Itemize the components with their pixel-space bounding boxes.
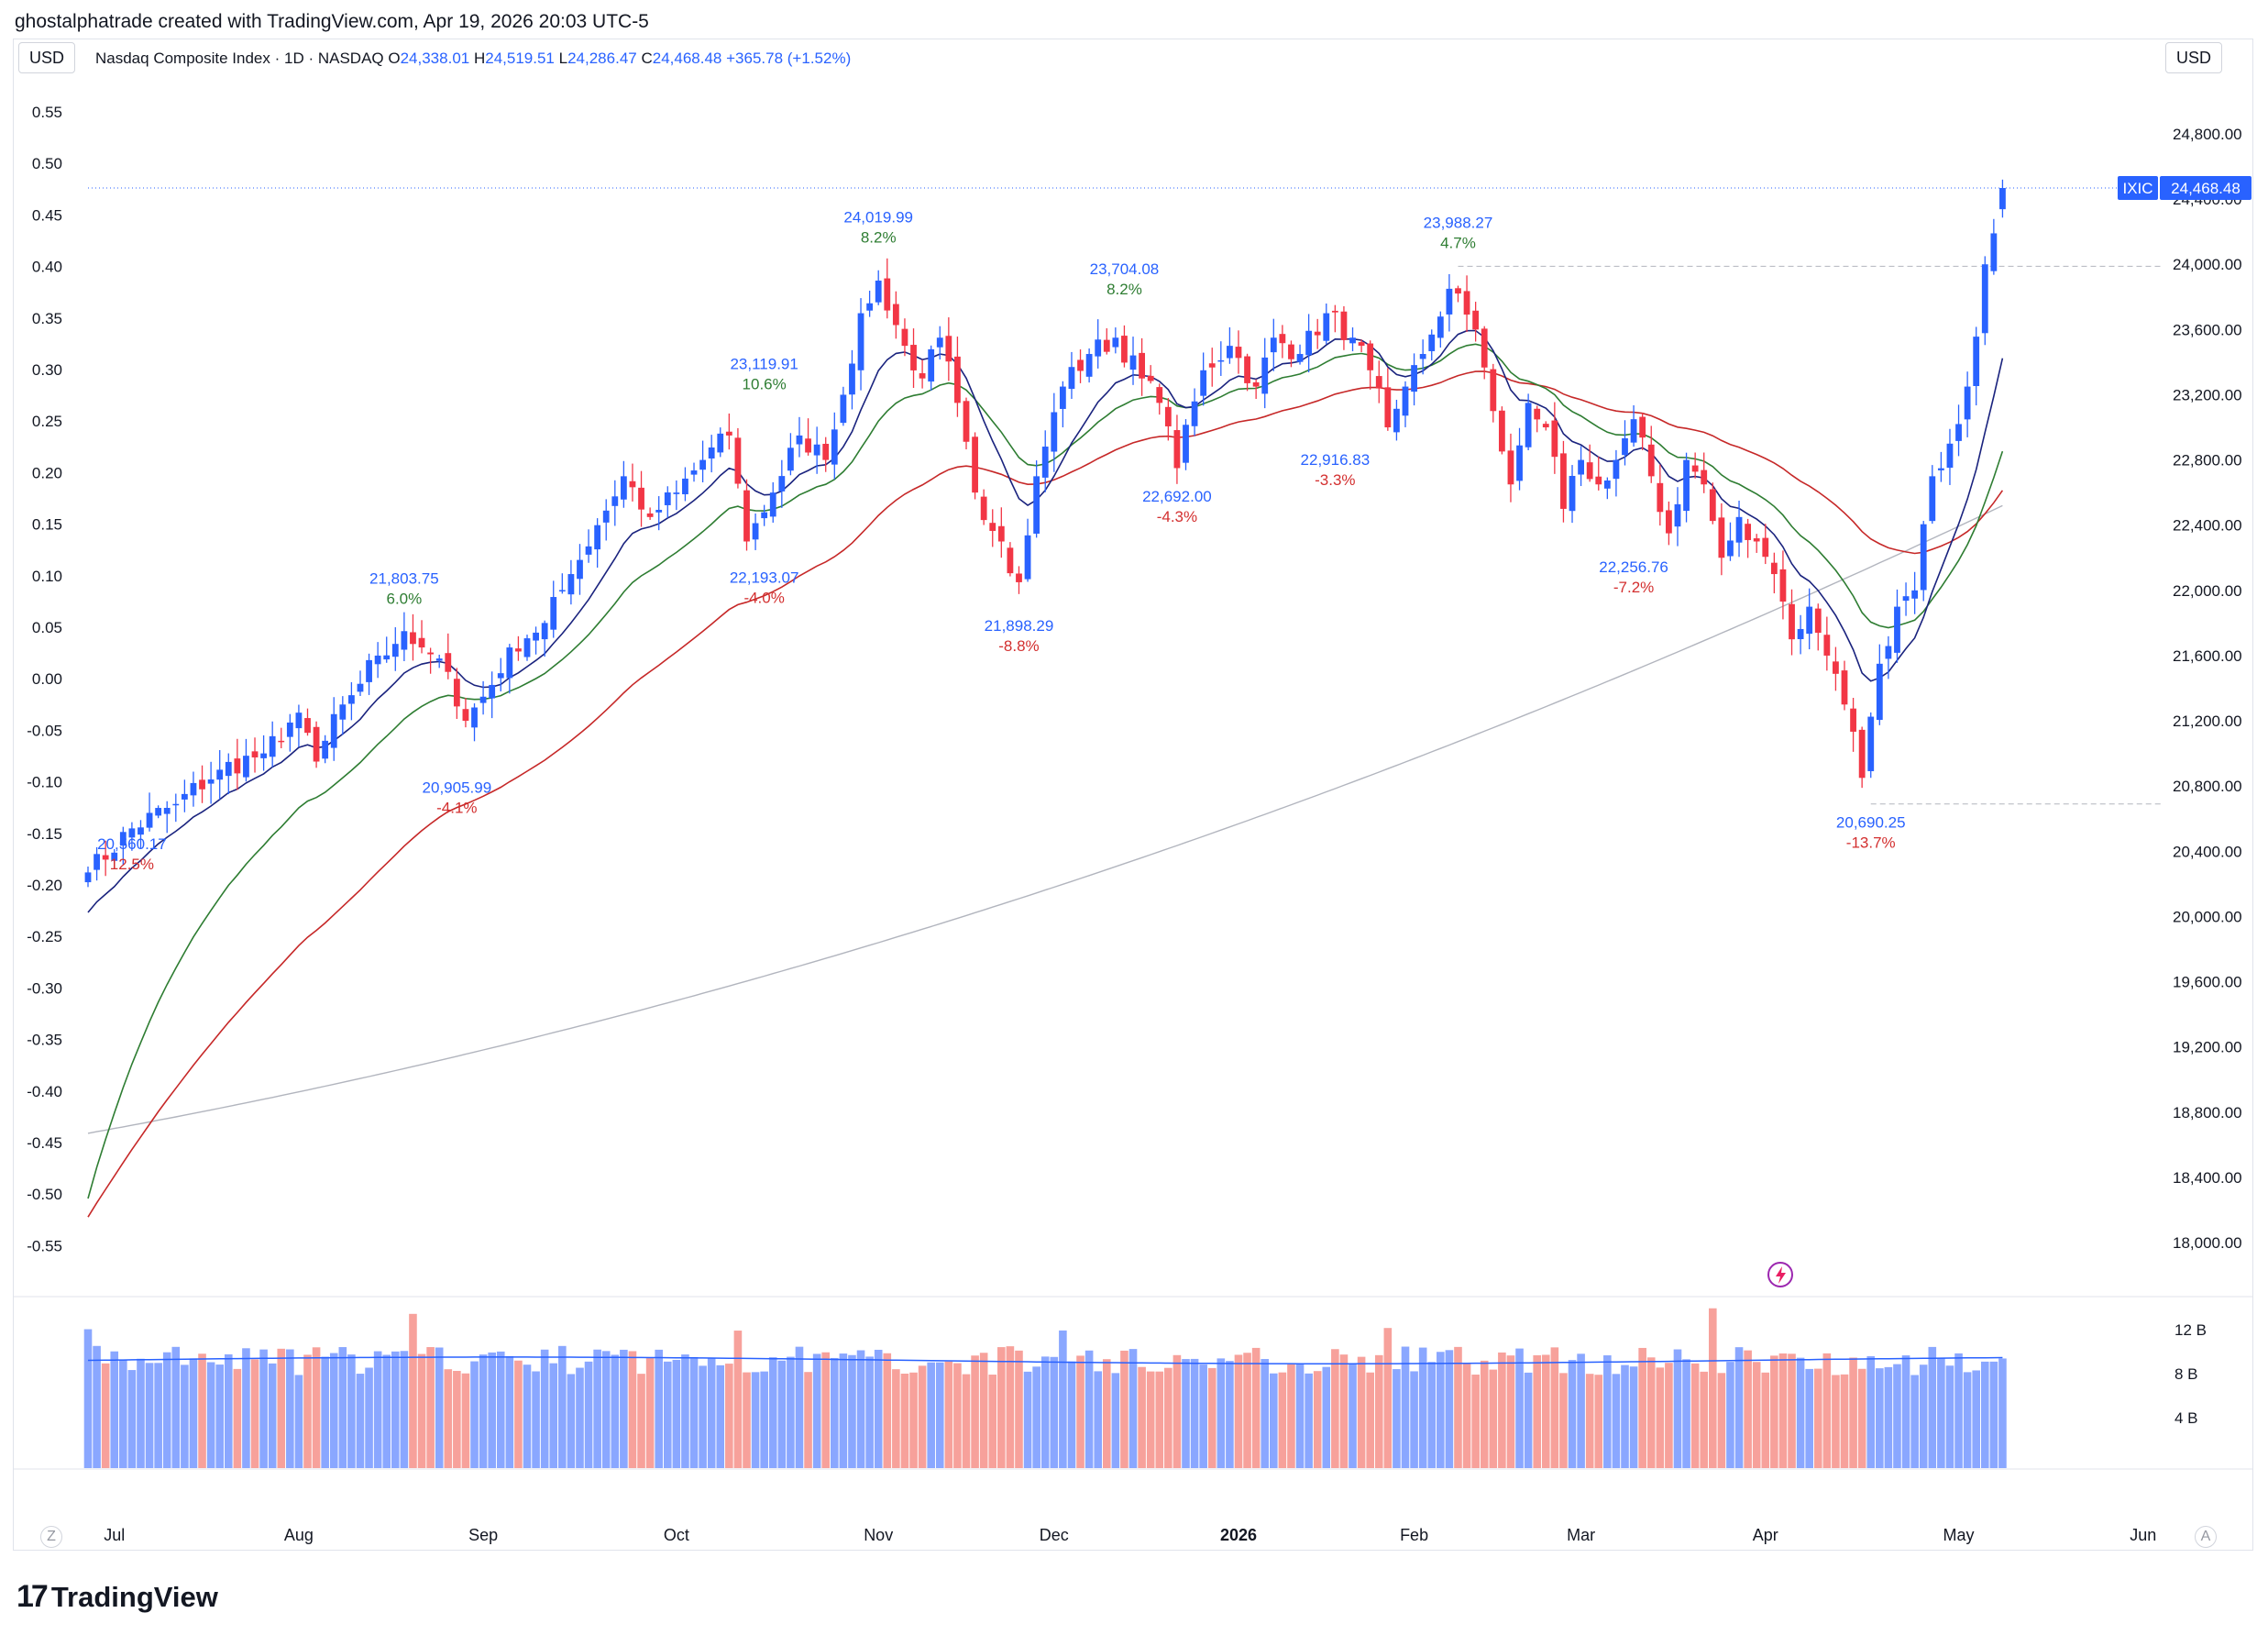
legend-close: 24,468.48 (652, 50, 722, 67)
legend-high-label: H (473, 50, 486, 67)
auto-scale-button[interactable]: A (2195, 1526, 2217, 1548)
legend-high: 24,519.51 (485, 50, 555, 67)
chart-watermark-header: ghostalphatrade created with TradingView… (15, 11, 649, 32)
legend-low-label: L (558, 50, 568, 67)
legend-low: 24,286.47 (567, 50, 637, 67)
legend-close-label: C (641, 50, 653, 67)
legend-symbol-name: Nasdaq Composite Index · 1D · NASDAQ (95, 50, 384, 67)
zoom-left-button[interactable]: Z (40, 1526, 62, 1548)
ohlc-legend: Nasdaq Composite Index · 1D · NASDAQ O24… (95, 50, 851, 68)
tradingview-logo-icon: 17 (17, 1579, 49, 1614)
legend-change: +365.78 (+1.52%) (726, 50, 852, 67)
legend-open: 24,338.01 (400, 50, 470, 67)
currency-button-left[interactable]: USD (18, 42, 75, 73)
currency-button-right[interactable]: USD (2165, 42, 2222, 73)
legend-open-label: O (388, 50, 401, 67)
tradingview-logo[interactable]: 17 TradingView (17, 1579, 218, 1615)
chart-frame (13, 39, 2253, 1551)
tradingview-logo-text: TradingView (50, 1580, 218, 1613)
